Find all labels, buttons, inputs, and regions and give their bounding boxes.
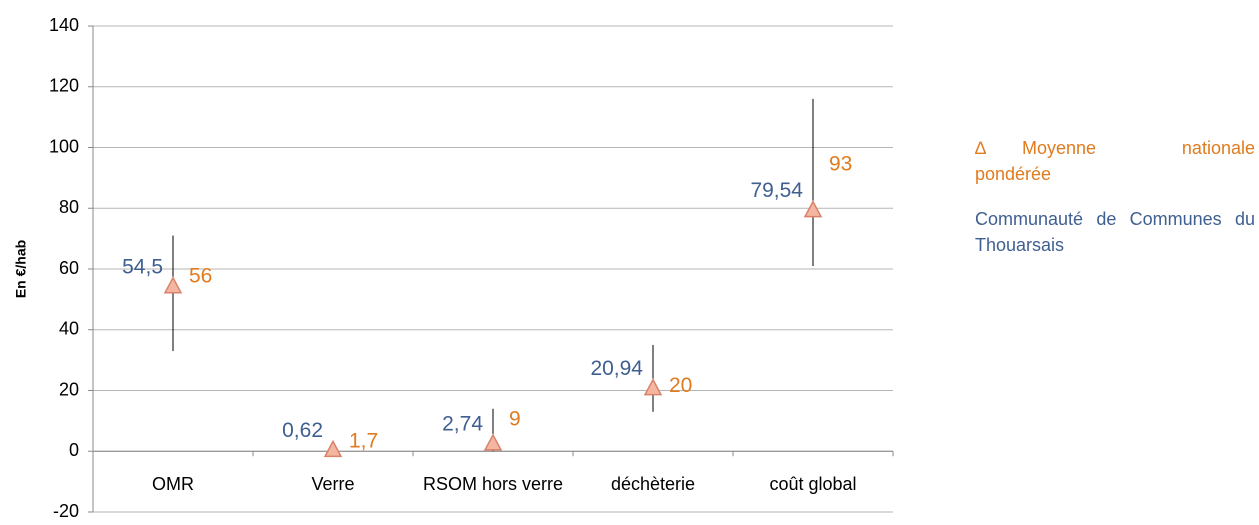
data-label: 20 xyxy=(669,374,692,397)
y-tick-label: 140 xyxy=(49,15,79,35)
y-tick-label: -20 xyxy=(53,501,79,520)
data-label: 9 xyxy=(509,407,521,430)
legend-label: Moyenne nationale pondérée xyxy=(975,138,1255,185)
y-tick-label: 40 xyxy=(59,319,79,339)
marker xyxy=(803,200,823,218)
data-label: 56 xyxy=(189,265,212,288)
marker xyxy=(483,433,503,451)
marker xyxy=(163,276,183,294)
x-tick-label: déchèterie xyxy=(611,474,695,494)
y-tick-label: 100 xyxy=(49,136,79,156)
legend-entry: Communauté de Communes du Thouarsais xyxy=(975,206,1255,258)
y-tick-label: 60 xyxy=(59,258,79,278)
marker xyxy=(643,378,663,396)
legend-symbol: ∆ xyxy=(975,138,987,158)
legend-label: Communauté de Communes du Thouarsais xyxy=(975,209,1255,256)
data-label: 2,74 xyxy=(442,412,483,435)
data-label: 54,5 xyxy=(122,255,163,278)
data-label: 20,94 xyxy=(590,357,643,380)
y-tick-label: 80 xyxy=(59,197,79,217)
legend-entry: ∆ Moyenne nationale pondérée xyxy=(975,135,1255,187)
y-tick-label: 120 xyxy=(49,76,79,96)
x-tick-label: RSOM hors verre xyxy=(423,474,563,494)
x-tick-label: OMR xyxy=(152,474,194,494)
data-label: 1,7 xyxy=(349,430,378,453)
chart: En €/hab -20 0 20 40 60 80 100 120 140 OMR 54,5 56 V… xyxy=(13,15,894,521)
y-tick-label: 20 xyxy=(59,379,79,399)
x-tick-label: coût global xyxy=(769,474,856,494)
data-label: 93 xyxy=(829,152,852,175)
x-tick-label: Verre xyxy=(311,474,354,494)
data-label: 0,62 xyxy=(282,419,323,442)
data-label: 79,54 xyxy=(750,179,803,202)
marker xyxy=(323,439,343,458)
y-axis-label: En €/hab xyxy=(13,240,29,298)
y-tick-label: 0 xyxy=(69,440,79,460)
